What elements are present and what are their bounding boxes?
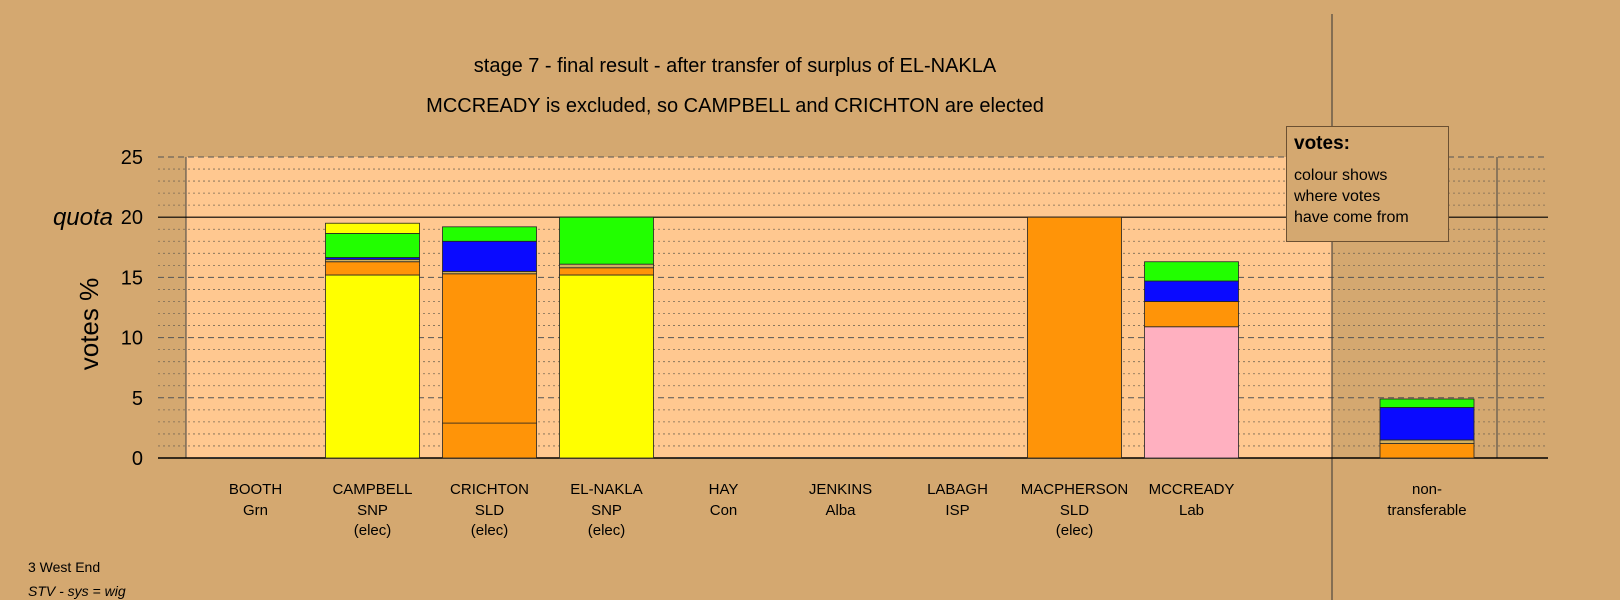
- bar-nontransferable-segment: [1379, 443, 1475, 459]
- y-tick-label: 5: [132, 388, 143, 410]
- bar-mccready-segment: [1144, 261, 1239, 282]
- candidate-name: EL-NAKLA: [570, 481, 643, 498]
- bar-nontransferable-segment: [1379, 398, 1475, 408]
- chart-title: stage 7 - final result - after transfer …: [474, 55, 997, 77]
- candidate-party: Lab: [1179, 502, 1204, 519]
- candidate-name: MACPHERSON: [1021, 481, 1129, 498]
- bar-mccready-segment: [1144, 326, 1239, 459]
- candidate-status: (elec): [1056, 522, 1094, 539]
- voting-system: STV - sys = wig: [28, 583, 126, 599]
- bar-crichton-segment: [442, 240, 537, 272]
- y-axis: 0 5 10 15 20 25 quota: [53, 147, 143, 470]
- bar-crichton-segment: [442, 273, 537, 424]
- candidate-party: ISP: [945, 502, 969, 519]
- y-tick-label: 25: [121, 147, 143, 169]
- y-tick-label: 10: [121, 328, 143, 350]
- quota-label: quota: [53, 204, 113, 231]
- bar-nontransferable-segment: [1379, 407, 1475, 441]
- bar-campbell-segment: [325, 222, 420, 234]
- candidate-name: JENKINS: [809, 481, 872, 498]
- candidate-party: Grn: [243, 502, 268, 519]
- y-axis-title: votes %: [74, 278, 104, 371]
- legend-box: votes: colour shows where votes have com…: [1286, 126, 1449, 242]
- bar-el-nakla-segment: [559, 216, 654, 265]
- bar-crichton-segment: [442, 422, 537, 459]
- chart-subtitle: MCCREADY is excluded, so CAMPBELL and CR…: [426, 95, 1044, 117]
- legend-line-2: where votes: [1294, 188, 1381, 205]
- ward-name: 3 West End: [28, 559, 101, 575]
- candidate-name: MCCREADY: [1149, 481, 1235, 498]
- candidate-name: BOOTH: [229, 481, 282, 498]
- candidate-status: (elec): [354, 522, 392, 539]
- bar-mccready-segment: [1144, 301, 1239, 328]
- y-tick-label: 0: [132, 448, 143, 470]
- candidate-party: SNP: [591, 502, 622, 519]
- legend-line-3: have come from: [1294, 209, 1409, 226]
- bar-el-nakla-segment: [559, 274, 654, 459]
- bar-crichton-segment: [442, 226, 537, 242]
- bar-el-nakla-segment: [559, 267, 654, 276]
- bar-campbell-segment: [325, 261, 420, 276]
- bar-macpherson-segment: [1027, 216, 1122, 459]
- nontransferable-label: non-: [1412, 481, 1442, 498]
- bar-el-nakla-segment: [559, 263, 654, 269]
- bars: [208, 216, 1475, 459]
- candidate-status: (elec): [471, 522, 509, 539]
- candidate-name: CRICHTON: [450, 481, 529, 498]
- y-tick-label: 20: [121, 207, 143, 229]
- candidate-party: Con: [710, 502, 738, 519]
- y-tick-label: 15: [121, 267, 143, 289]
- bar-campbell-segment: [325, 274, 420, 459]
- bar-nontransferable-segment: [1379, 439, 1475, 444]
- bar-campbell-segment: [325, 233, 420, 258]
- candidate-party: SLD: [1060, 502, 1089, 519]
- bar-mccready-segment: [1144, 280, 1239, 302]
- candidate-name: CAMPBELL: [332, 481, 412, 498]
- candidate-status: (elec): [588, 522, 626, 539]
- candidate-party: SLD: [475, 502, 504, 519]
- legend-line-1: colour shows: [1294, 167, 1388, 184]
- candidate-name: LABAGH: [927, 481, 988, 498]
- candidate-name: HAY: [709, 481, 739, 498]
- candidate-party: SNP: [357, 502, 388, 519]
- legend-title: votes:: [1294, 133, 1350, 154]
- nontransferable-label: transferable: [1387, 502, 1466, 519]
- x-axis-labels: BOOTH Grn CAMPBELL SNP (elec) CRICHTON SLD (ele…: [229, 481, 1467, 539]
- candidate-party: Alba: [825, 502, 856, 519]
